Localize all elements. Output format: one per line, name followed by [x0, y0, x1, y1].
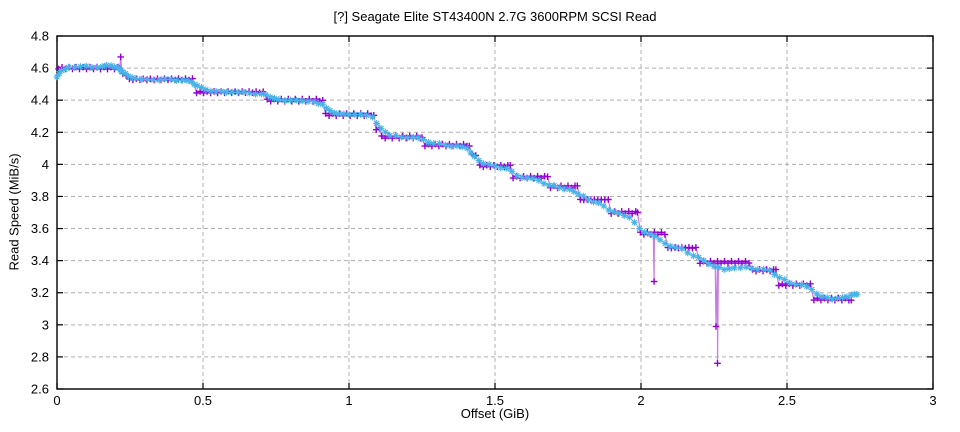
grid-lines — [57, 36, 933, 389]
axis-tick-labels: 0 0.5 1 1.5 2 2.5 3 2.6 2.8 3 3.2 3.4 3.6 3.8 4 4.2 4.4 4… — [31, 29, 937, 409]
y-tick-label: 4.2 — [31, 125, 49, 140]
y-tick-label: 4.4 — [31, 93, 49, 108]
y-tick-label: 4.6 — [31, 61, 49, 76]
x-tick-label: 2.5 — [778, 393, 796, 408]
y-tick-label: 4.8 — [31, 29, 49, 44]
axis-ticks — [56, 35, 934, 390]
series-smoothed-read-speed — [53, 61, 861, 303]
y-tick-label: 3.2 — [31, 285, 49, 300]
y-tick-label: 3.8 — [31, 189, 49, 204]
x-tick-label: 0 — [53, 393, 60, 408]
y-tick-label: 3.4 — [31, 253, 49, 268]
x-tick-label: 1.5 — [486, 393, 504, 408]
x-tick-label: 0.5 — [194, 393, 212, 408]
raw-series-plus-markers — [55, 53, 855, 367]
raw-series-line — [58, 56, 852, 364]
x-tick-label: 3 — [929, 393, 936, 408]
y-tick-label: 4 — [42, 157, 49, 172]
x-tick-label: 2 — [637, 393, 644, 408]
smoothed-series-star-markers — [53, 61, 861, 303]
y-tick-label: 2.8 — [31, 349, 49, 364]
x-tick-label: 1 — [345, 393, 352, 408]
y-tick-label: 3 — [42, 317, 49, 332]
y-tick-label: 3.6 — [31, 221, 49, 236]
y-tick-label: 2.6 — [31, 382, 49, 397]
y-axis-label: Read Speed (MiB/s) — [6, 153, 22, 271]
chart-title: [?] Seagate Elite ST43400N 2.7G 3600RPM … — [333, 9, 657, 24]
series-raw-read-speed — [55, 53, 855, 367]
x-axis-label: Offset (GiB) — [460, 406, 530, 421]
